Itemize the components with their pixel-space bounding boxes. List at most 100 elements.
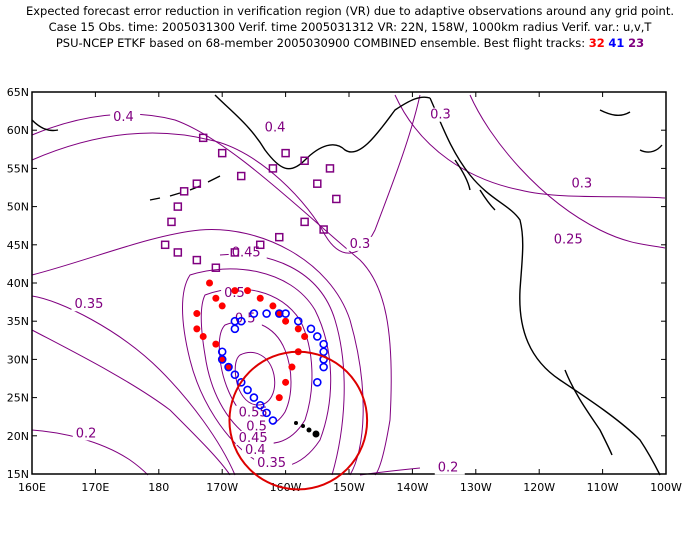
track-23-marker [173, 248, 183, 257]
track-32-marker [193, 310, 201, 318]
hawaii-islands [294, 421, 320, 438]
track-23-marker [332, 194, 341, 204]
track-23-marker [173, 202, 183, 211]
contour-label-bg [346, 236, 377, 251]
coast-british-columbia-islands [454, 159, 496, 211]
track-32-marker [256, 294, 264, 302]
coast-alaska [214, 94, 431, 170]
track-41-marker [268, 416, 278, 425]
contour-label-bg [254, 456, 293, 471]
track-32-marker [193, 325, 201, 333]
track-23-marker [230, 248, 240, 257]
contour-050 [200, 288, 313, 444]
track-23-marker [300, 156, 309, 166]
lon-tick-label: 170E [81, 481, 109, 494]
contour-label: 0.4 [245, 443, 266, 458]
track-41-marker [249, 309, 259, 318]
contour-label-bg [550, 232, 589, 247]
lat-tick-label: 65N [7, 86, 29, 99]
contour-label: 0.35 [74, 297, 103, 312]
contour-label-bg [434, 460, 465, 475]
track-23-marker [211, 263, 221, 272]
title-line-3-prefix: PSU-NCEP ETKF based on 68-member 2005030… [55, 36, 586, 50]
lat-tick-label: 50N [7, 201, 29, 214]
track-32-marker [212, 294, 220, 302]
contour-label: 0.2 [438, 461, 459, 476]
track-41-marker [293, 316, 303, 326]
track-23-marker [217, 148, 227, 158]
track-23-marker [325, 164, 335, 173]
contour-060 [234, 352, 276, 406]
contour-label-bg [235, 430, 274, 445]
lon-tick-label: 170W [206, 481, 238, 494]
contour-label-bg [242, 443, 273, 458]
track-23-marker [179, 187, 189, 196]
track-41-marker [312, 378, 322, 387]
track-23-marker [192, 179, 202, 188]
track-41-marker [319, 347, 328, 357]
lat-tick-label: 35N [7, 315, 29, 328]
track-32-marker [301, 332, 309, 340]
contour-045 [182, 268, 332, 468]
track-32-marker [288, 363, 296, 371]
track-41-marker [217, 355, 227, 364]
contour-label-bg [72, 426, 103, 441]
track-32-marker [282, 378, 290, 386]
contour-035-west [31, 295, 236, 476]
track-23-marker [198, 133, 208, 143]
contour-025 [469, 94, 666, 249]
lon-tick-label: 110W [587, 481, 619, 494]
contour-label: 0.2 [76, 426, 97, 441]
contour-020-west [31, 429, 149, 476]
lon-tick-label: 100W [650, 481, 682, 494]
track-41-marker [312, 332, 322, 341]
contour-label-bg [261, 120, 292, 135]
contour-label: 0.3 [572, 177, 593, 192]
track-41-marker [262, 408, 271, 418]
coast-asia-kamchatka [31, 119, 59, 132]
track-23-marker [275, 232, 284, 242]
track-23-marker [167, 217, 176, 227]
lon-tick-label: 180 [148, 481, 169, 494]
track-32-marker [244, 287, 252, 295]
axis-ticks [31, 91, 667, 475]
track-32-marker [231, 287, 239, 295]
contour-030-north [31, 94, 421, 254]
track-32-marker [199, 332, 207, 340]
track-32-marker [225, 363, 233, 371]
track-41-marker [230, 370, 240, 379]
track-41-marker [281, 309, 290, 318]
track-32-marker [206, 279, 214, 287]
coast-arctic-islands [599, 109, 663, 153]
track-23-marker [236, 171, 246, 181]
lat-tick-label: 45N [7, 239, 29, 252]
lat-tick-label: 60N [7, 124, 29, 137]
track-23-marker [255, 240, 265, 250]
coast-aleutian-chain [149, 175, 221, 201]
track-41-marker [243, 385, 252, 395]
lat-tick-label: 40N [7, 277, 29, 290]
track-41-marker [306, 324, 316, 334]
track-32-marker [275, 310, 283, 318]
contour-035-outer [31, 229, 364, 476]
map-frame [31, 91, 667, 475]
track-label-32: 32 [588, 36, 605, 50]
track-23-marker [192, 255, 202, 265]
flight-track-23 [160, 133, 341, 272]
lat-tick-label: 55N [7, 162, 29, 175]
track-32-marker [275, 394, 283, 402]
contour-label: 0.3 [430, 108, 451, 123]
contour-label: 0.25 [554, 232, 583, 247]
lat-tick-label: 20N [7, 430, 29, 443]
track-32-marker [212, 340, 220, 348]
lat-tick-label: 30N [7, 353, 29, 366]
title-line-3: PSU-NCEP ETKF based on 68-member 2005030… [0, 36, 700, 50]
track-label-41: 41 [608, 36, 625, 50]
track-23-marker [319, 225, 328, 234]
contour-label: 0.4 [113, 110, 134, 125]
contour-label-bg [110, 110, 141, 125]
track-23-marker [160, 240, 170, 250]
contour-label: 0.35 [257, 456, 286, 471]
track-32-marker [269, 302, 277, 310]
contour-label-bg [243, 419, 274, 434]
